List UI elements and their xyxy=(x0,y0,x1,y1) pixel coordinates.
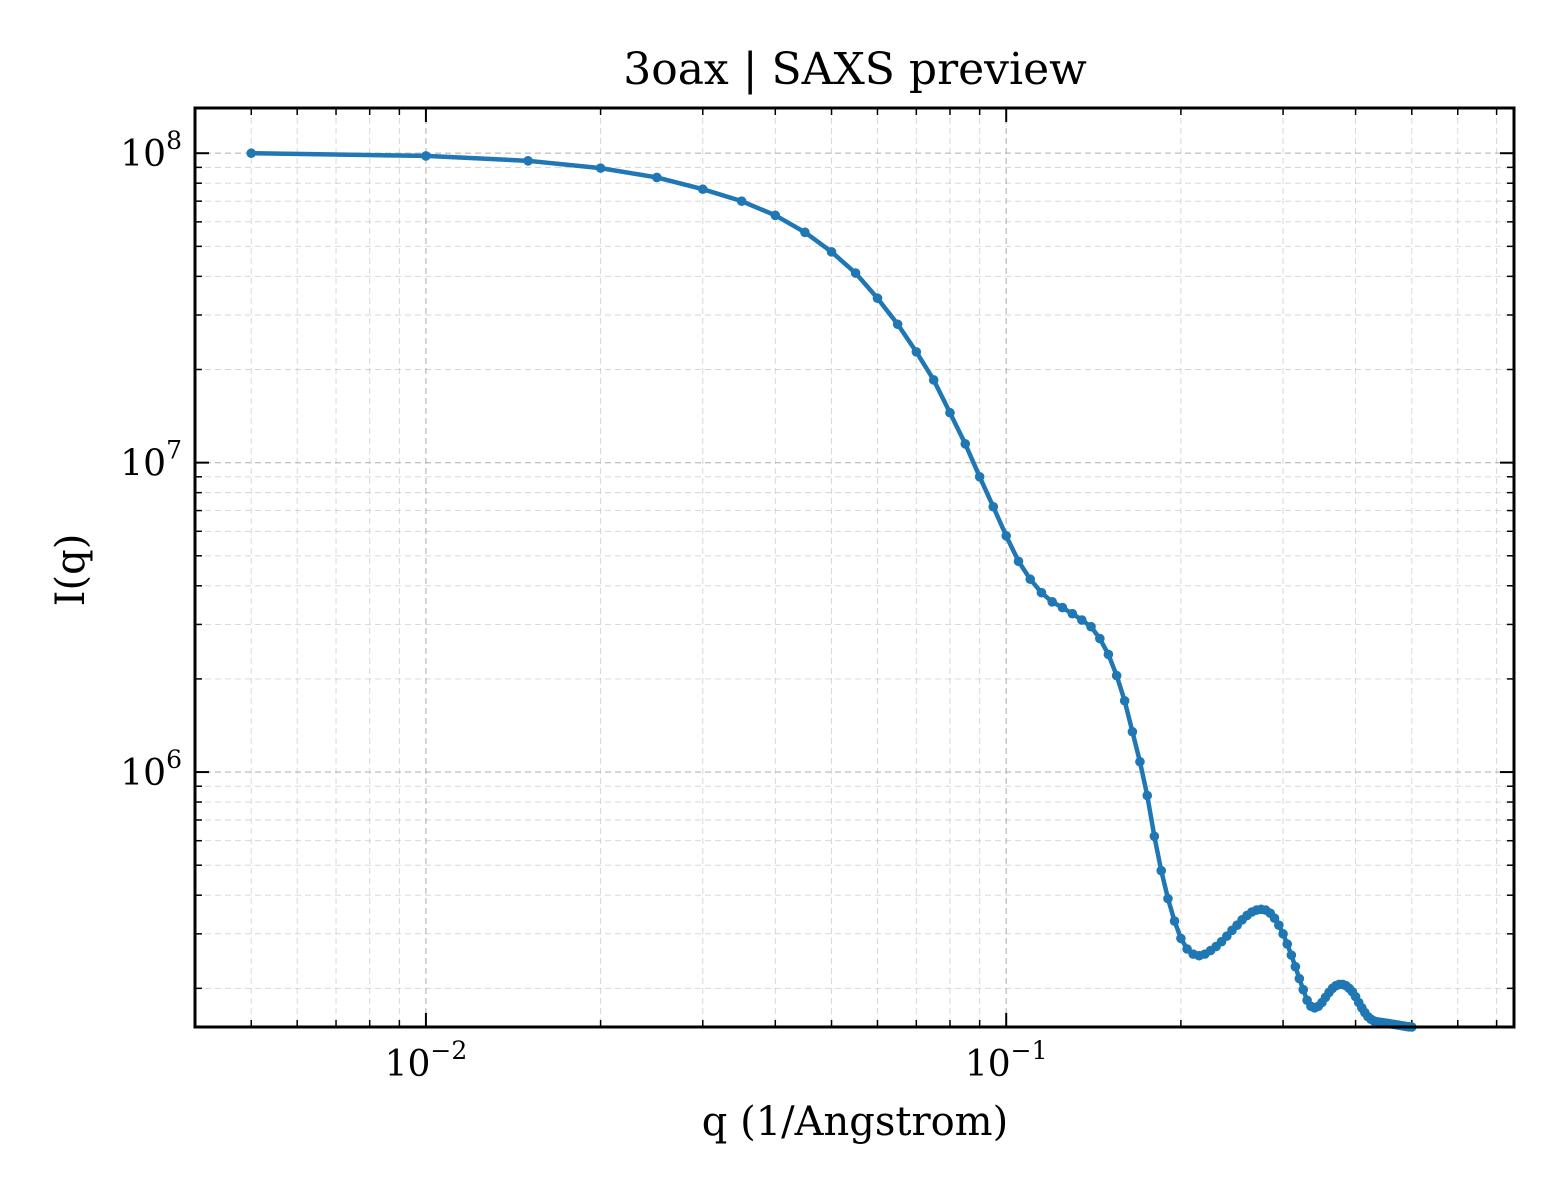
data-point xyxy=(892,319,903,330)
y-axis-label: I(q) xyxy=(48,534,94,607)
major-ticks xyxy=(195,108,1514,1027)
data-point xyxy=(1077,615,1087,625)
chart-title: 3oax | SAXS preview xyxy=(623,44,1087,95)
data-point xyxy=(770,210,781,221)
data-point xyxy=(1278,929,1288,939)
data-point xyxy=(1298,984,1309,995)
data-point xyxy=(928,375,939,385)
data-point xyxy=(595,163,606,173)
data-point xyxy=(800,227,810,238)
data-point xyxy=(1176,933,1186,944)
data-point xyxy=(1025,574,1036,585)
data-point xyxy=(1294,973,1305,984)
data-point xyxy=(1057,602,1068,613)
data-point xyxy=(988,501,999,512)
x-tick-label: 10−2 xyxy=(385,1036,468,1085)
data-point xyxy=(1149,831,1160,842)
tick-labels: 10−2 10−1 106 107 108 xyxy=(120,126,1047,1085)
data-point xyxy=(736,196,747,206)
data-point xyxy=(1142,790,1153,801)
grid xyxy=(194,108,1514,1027)
data-point xyxy=(1036,587,1047,598)
data-point xyxy=(974,471,985,482)
x-axis-label: q (1/Angstrom) xyxy=(702,1099,1008,1145)
data-point xyxy=(697,184,708,195)
data-point xyxy=(911,347,922,357)
data-point xyxy=(1119,695,1130,706)
data-point xyxy=(1001,531,1012,541)
data-point xyxy=(1282,939,1293,949)
data-point xyxy=(1086,621,1096,632)
data-point xyxy=(1127,726,1138,737)
series-layer xyxy=(246,148,1417,1032)
data-point xyxy=(1095,633,1105,644)
data-point xyxy=(246,148,257,159)
y-tick-label: 107 xyxy=(120,436,182,485)
data-point xyxy=(945,407,955,418)
data-point xyxy=(1103,649,1114,660)
data-point xyxy=(523,156,533,166)
data-point xyxy=(1067,608,1078,619)
data-point xyxy=(1111,670,1122,681)
data-point xyxy=(850,268,861,278)
data-point xyxy=(1156,865,1167,876)
data-point xyxy=(652,172,662,183)
data-point xyxy=(1274,920,1284,930)
x-tick-label: 10−1 xyxy=(965,1036,1048,1085)
data-point xyxy=(1269,913,1280,924)
data-point xyxy=(1135,756,1145,767)
data-point xyxy=(1163,893,1173,904)
plot-frame xyxy=(193,106,1516,1029)
data-point xyxy=(1169,916,1180,926)
data-point xyxy=(960,439,971,449)
y-tick-label: 108 xyxy=(120,126,182,175)
data-point xyxy=(872,293,883,303)
data-point xyxy=(1286,950,1297,960)
data-point xyxy=(1290,961,1301,972)
data-point xyxy=(1047,597,1057,607)
data-point xyxy=(1013,556,1024,567)
y-tick-label: 106 xyxy=(120,745,182,794)
data-point xyxy=(421,151,431,161)
data-point xyxy=(826,247,837,257)
